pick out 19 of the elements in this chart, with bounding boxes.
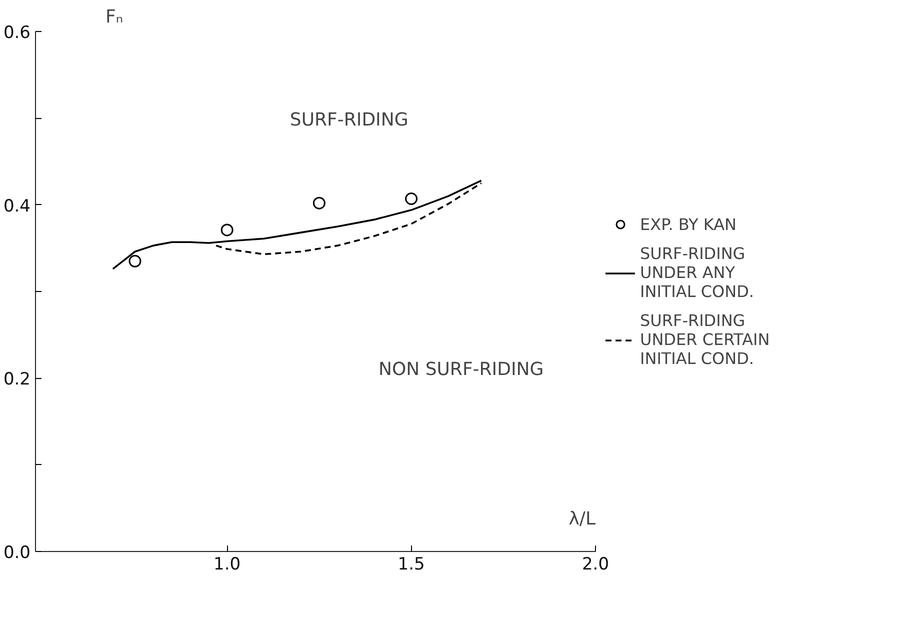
legend-label: SURF-RIDING UNDER CERTAIN INITIAL COND. xyxy=(640,311,770,368)
y-axis-title: Fₙ xyxy=(106,6,124,28)
point xyxy=(312,196,326,210)
line-series xyxy=(112,180,482,270)
point xyxy=(220,224,234,236)
y-tick-label: 0.2 xyxy=(3,370,31,390)
x-tick-label: 1.0 xyxy=(214,554,241,574)
x-tick-label: 2.0 xyxy=(582,554,610,574)
annotation: SURF-RIDING xyxy=(290,109,408,130)
y-tick-label: 0.6 xyxy=(3,23,31,43)
point xyxy=(405,192,418,206)
x-axis-title: λ/L xyxy=(568,508,596,530)
y-tick-label: 0.0 xyxy=(3,543,31,563)
y-tick-label: 0.4 xyxy=(3,196,31,216)
legend-label: SURF-RIDING UNDER ANY INITIAL COND. xyxy=(640,244,754,301)
legend-label: EXP. BY KAN xyxy=(640,214,736,234)
x-tick-label: 1.5 xyxy=(398,554,425,574)
point xyxy=(128,254,142,268)
annotation: NON SURF-RIDING xyxy=(378,359,544,380)
